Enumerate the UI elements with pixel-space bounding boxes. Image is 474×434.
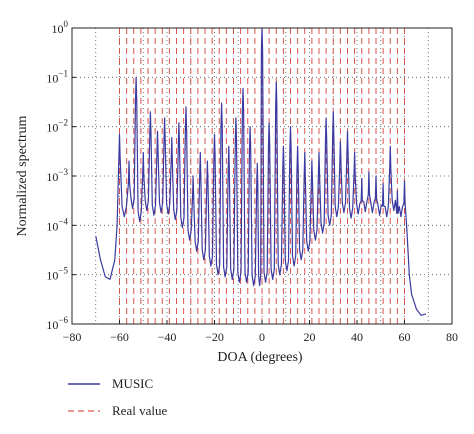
grid-layer — [72, 28, 452, 324]
y-tick-label: 100 — [52, 19, 69, 36]
y-tick-label: 10−2 — [46, 118, 68, 135]
x-axis-label: DOA (degrees) — [217, 350, 302, 365]
y-tick-label: 10−5 — [46, 266, 68, 283]
legend: MUSIC Real value — [68, 376, 167, 418]
x-tick-label: −80 — [63, 330, 82, 344]
x-tick-label: −40 — [158, 330, 177, 344]
y-tick-label: 10−3 — [46, 167, 68, 184]
x-tick-label: 60 — [399, 330, 411, 344]
x-tick-label: −20 — [205, 330, 224, 344]
x-tick-label: −60 — [110, 330, 129, 344]
y-tick-label: 10−6 — [46, 315, 68, 332]
x-tick-label: 20 — [304, 330, 316, 344]
legend-label-real-value: Real value — [112, 403, 167, 418]
x-tick-label: 40 — [351, 330, 363, 344]
legend-label-music: MUSIC — [112, 376, 153, 391]
x-tick-label: 80 — [446, 330, 458, 344]
y-axis-ticks: 100 10−1 10−2 10−3 10−4 10−5 10−6 — [46, 19, 76, 332]
y-axis-label: Normalized spectrum — [15, 115, 30, 236]
y-tick-label: 10−1 — [46, 68, 68, 85]
x-axis-ticks: −80 −60 −40 −20 0 20 40 60 80 — [63, 320, 458, 344]
x-tick-label: 0 — [259, 330, 265, 344]
y-tick-label: 10−4 — [46, 216, 68, 233]
